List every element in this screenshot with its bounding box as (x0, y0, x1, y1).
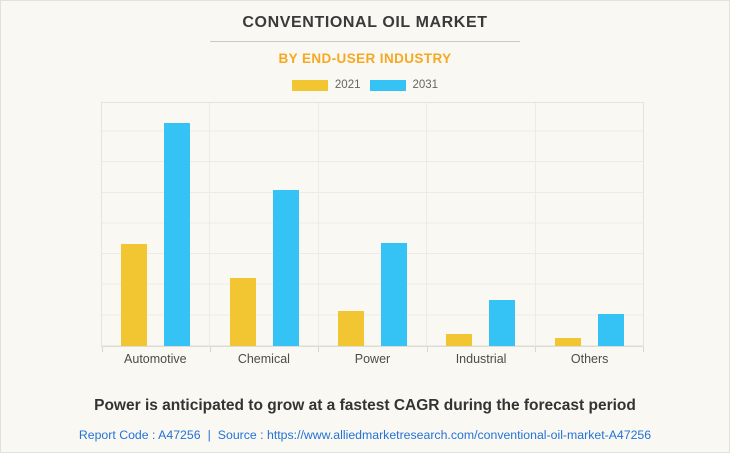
legend-item-2021[interactable]: 2021 (291, 79, 361, 91)
legend-item-2031[interactable]: 2031 (369, 79, 439, 91)
axis-tick (318, 347, 320, 352)
x-axis-label-chemical: Chemical (237, 352, 290, 366)
category-group-chemical (210, 103, 319, 346)
source-url-link[interactable]: https://www.alliedmarketresearch.com/con… (267, 428, 652, 442)
legend-label: 2021 (334, 79, 361, 91)
legend-label: 2031 (412, 79, 439, 91)
plot-area (101, 102, 644, 352)
separator-text: | (207, 428, 211, 442)
bar-2021-automotive[interactable] (121, 244, 148, 346)
axis-tick (210, 347, 212, 352)
bar-2031-power[interactable] (381, 242, 408, 346)
axis-tick (534, 347, 536, 352)
bar-2031-chemical[interactable] (272, 189, 299, 346)
cagr-statement: Power is anticipated to grow at a fastes… (94, 397, 636, 414)
category-group-industrial (427, 103, 536, 346)
x-axis-label-automotive: Automotive (124, 352, 187, 366)
legend-swatch-2031 (369, 79, 406, 91)
axis-tick (102, 347, 103, 352)
bar-2031-automotive[interactable] (164, 122, 191, 346)
bar-2021-power[interactable] (338, 311, 365, 346)
category-group-automotive (102, 103, 211, 346)
source-label-text: Source : (217, 428, 264, 442)
category-group-others (536, 103, 643, 346)
report-source-line: Report Code : A47256 | Source : https://ww… (1, 428, 729, 442)
bar-2021-chemical[interactable] (229, 277, 256, 346)
x-axis-labels: Automotive Chemical Power Industrial Others (101, 352, 644, 366)
page-title: CONVENTIONAL OIL MARKET (242, 14, 488, 31)
x-axis-label-power: Power (354, 352, 391, 366)
category-group-power (319, 103, 428, 346)
bar-2031-industrial[interactable] (489, 300, 516, 346)
axis-tick (643, 347, 644, 352)
x-axis-label-industrial: Industrial (455, 352, 507, 366)
x-axis-label-others: Others (570, 352, 609, 366)
title-divider (210, 41, 520, 42)
axis-tick (426, 347, 428, 352)
bar-2021-others[interactable] (554, 338, 581, 346)
chart-subtitle: BY END-USER INDUSTRY (278, 51, 452, 66)
legend-swatch-2021 (291, 79, 328, 91)
bar-2031-others[interactable] (597, 314, 624, 346)
chart-legend: 2021 2031 (1, 79, 729, 91)
bar-2021-industrial[interactable] (446, 333, 473, 346)
report-code-text: Report Code : A47256 (78, 428, 201, 442)
